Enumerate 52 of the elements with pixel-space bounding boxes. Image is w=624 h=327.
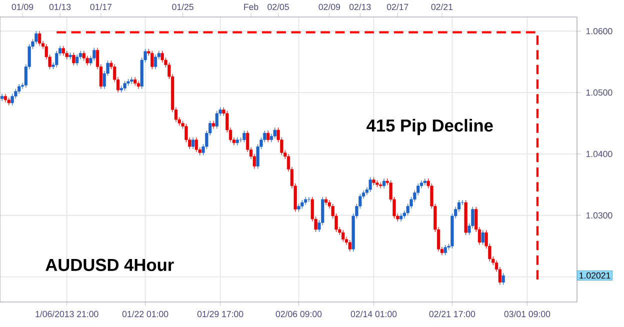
text: 01/09 bbox=[12, 4, 34, 10]
candlestick bbox=[55, 50, 58, 68]
candlestick bbox=[10, 93, 14, 106]
candlestick bbox=[273, 127, 276, 139]
candlestick bbox=[136, 80, 140, 90]
x-tick-label: 02/06 09:00 bbox=[276, 310, 322, 318]
text: Feb bbox=[244, 4, 258, 10]
annotation: AUDUSD 4Hour bbox=[46, 258, 174, 272]
text: 1.02021 bbox=[580, 272, 610, 279]
candlestick bbox=[382, 178, 386, 189]
candlestick bbox=[481, 230, 484, 246]
candlestick bbox=[342, 230, 345, 242]
text: 02/09 bbox=[318, 4, 340, 10]
candlestick bbox=[123, 80, 126, 91]
text: 02/17 bbox=[386, 4, 408, 10]
annotation: 415 Pip Decline bbox=[366, 118, 493, 136]
y-tick-label: 1.0500 bbox=[586, 89, 612, 96]
candlestick bbox=[86, 55, 89, 66]
y-tick-label: 1.0400 bbox=[586, 150, 612, 158]
candlestick bbox=[38, 30, 42, 46]
candlestick bbox=[133, 76, 137, 86]
candlestick bbox=[215, 110, 218, 130]
x-tick-label: 1/06/2013 21:00 bbox=[36, 310, 98, 318]
text: 02/05 bbox=[268, 4, 289, 10]
x-tick-label: 01/29 17:00 bbox=[197, 310, 244, 318]
candlestick bbox=[348, 240, 352, 252]
candlestick bbox=[76, 54, 79, 66]
candlestick bbox=[150, 50, 154, 70]
candlestick bbox=[72, 52, 76, 66]
candlestick bbox=[502, 272, 505, 286]
text: 01/13 bbox=[49, 4, 71, 10]
candlestick bbox=[194, 137, 198, 152]
candlestick bbox=[18, 84, 21, 94]
y-tick-label: 1.0300 bbox=[586, 212, 612, 218]
x-tick-label: 02/14 01:00 bbox=[350, 310, 397, 318]
text: 01/25 bbox=[172, 4, 194, 10]
text: 02/21 bbox=[431, 4, 453, 10]
text: 02/13 bbox=[349, 4, 371, 10]
candlestick bbox=[62, 46, 66, 56]
candlestick bbox=[191, 137, 195, 150]
candlestick bbox=[154, 54, 158, 70]
text: 01/17 bbox=[90, 4, 112, 10]
candlestick bbox=[212, 120, 216, 130]
candlestick bbox=[368, 177, 372, 192]
x-tick-label: 02/21 17:00 bbox=[429, 310, 476, 318]
candlestick bbox=[444, 244, 447, 256]
candlestick bbox=[307, 196, 311, 202]
x-tick-label: 03/01 09:00 bbox=[504, 310, 550, 318]
x-tick-label: 01/22 01:00 bbox=[122, 310, 168, 318]
y-tick-label: 1.0600 bbox=[586, 28, 612, 34]
candlestick bbox=[266, 130, 270, 143]
candlestick bbox=[242, 130, 246, 143]
